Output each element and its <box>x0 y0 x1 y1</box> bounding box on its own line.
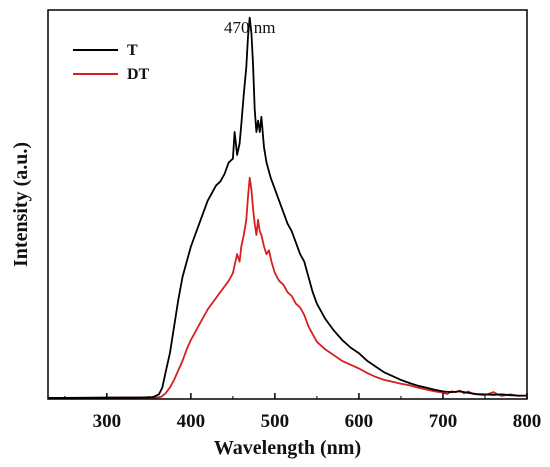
x-tick-label: 600 <box>345 411 374 432</box>
x-tick-label: 400 <box>177 411 206 432</box>
x-tick-label: 700 <box>429 411 458 432</box>
legend-label-dt: DT <box>127 66 150 83</box>
x-axis-title: Wavelength (nm) <box>214 437 361 459</box>
legend-label-t: T <box>127 42 138 59</box>
plot-frame <box>47 9 528 400</box>
x-tick-label: 800 <box>513 411 542 432</box>
peak-annotation: 470 nm <box>224 18 275 37</box>
axis-ticks: 300 400 500 600 700 800 <box>64 393 542 432</box>
y-axis-title: Intensity (a.u.) <box>10 142 32 267</box>
plot-area <box>48 16 528 399</box>
series-line-t <box>48 16 527 399</box>
series-line-dt <box>48 176 528 399</box>
legend: T DT <box>73 42 150 83</box>
x-tick-label: 300 <box>93 411 122 432</box>
x-tick-label: 500 <box>261 411 290 432</box>
